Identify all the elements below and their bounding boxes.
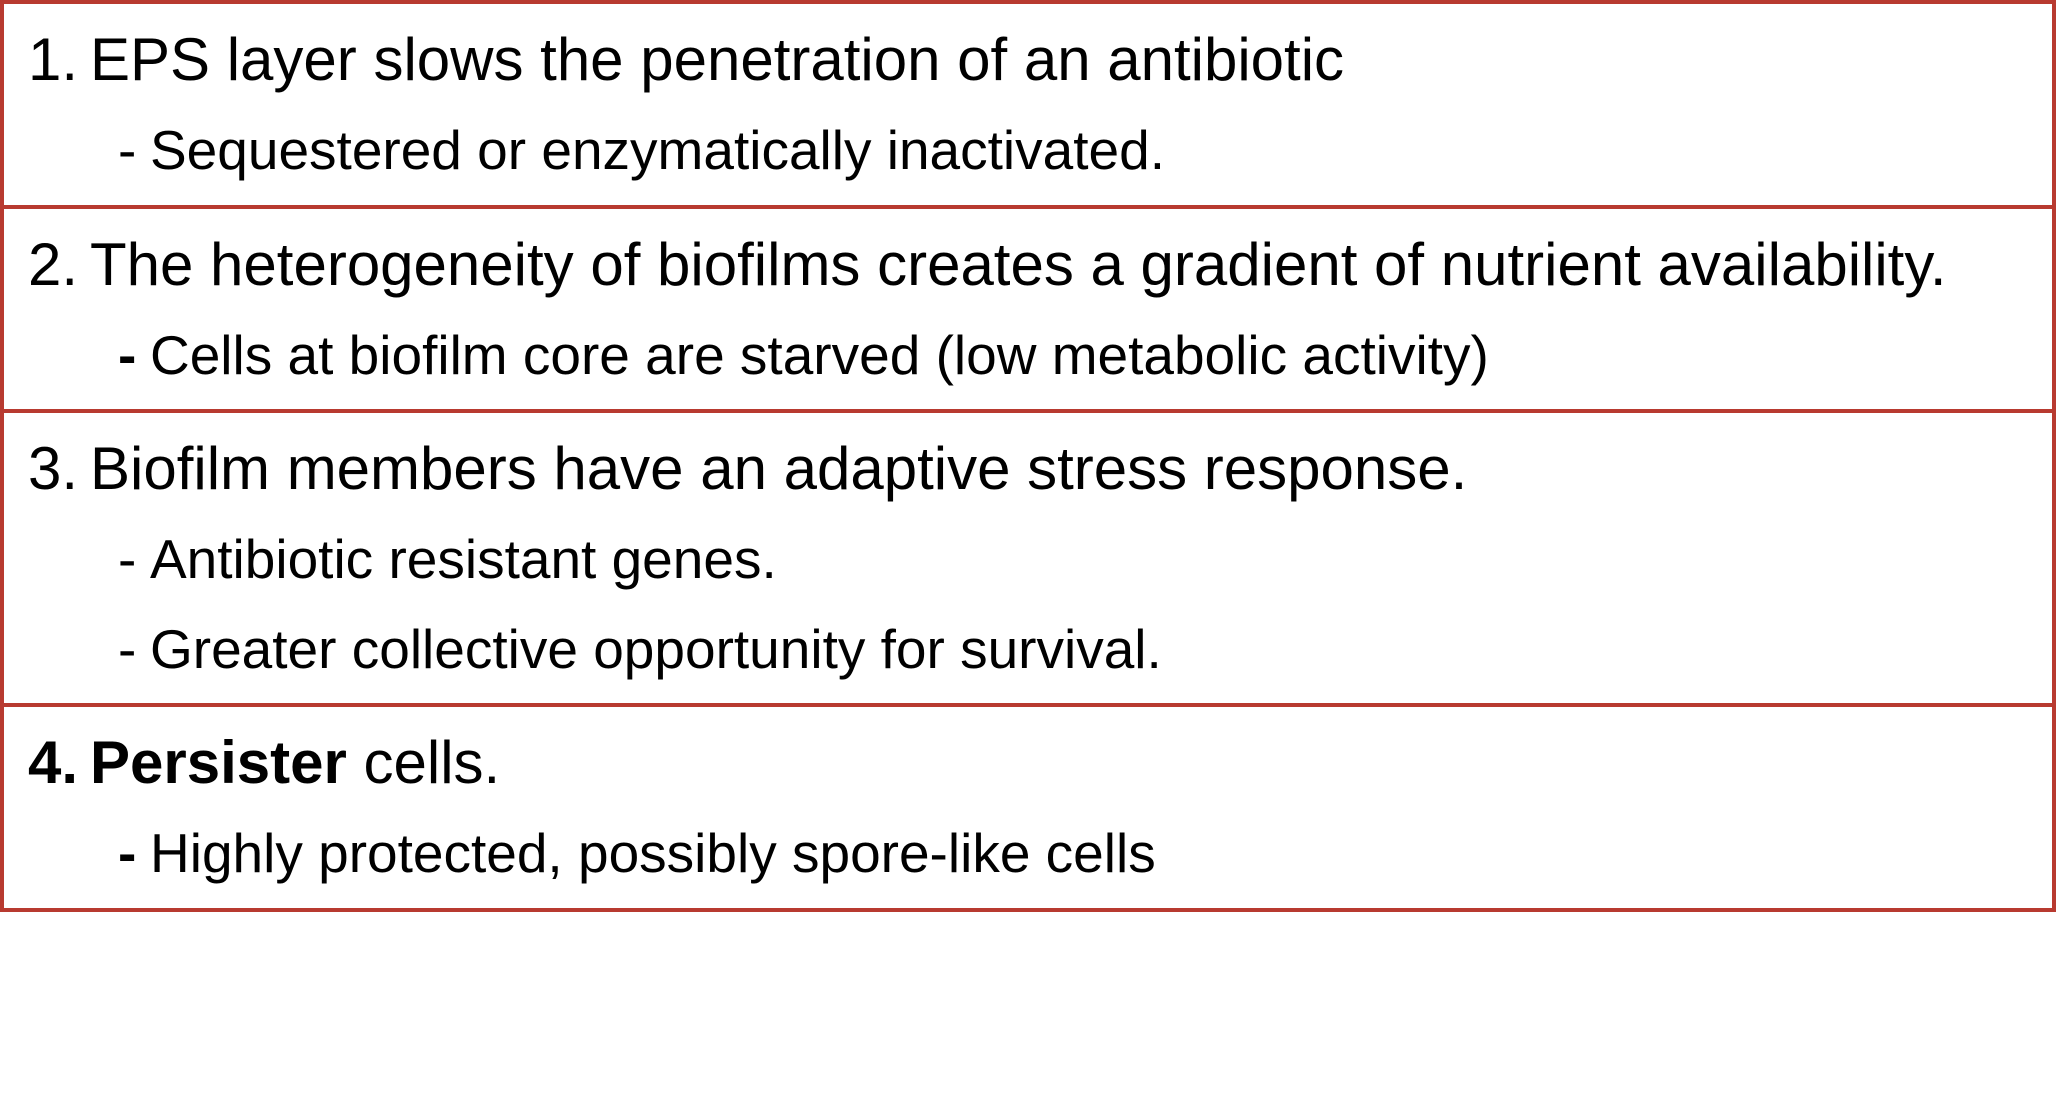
item-bold-prefix: Persister (90, 729, 347, 796)
sub-dash: - (118, 524, 150, 596)
item-number: 2. (28, 227, 90, 302)
item-text: The heterogeneity of biofilms creates a … (90, 227, 1947, 302)
item-main-line: 3. Biofilm members have an adaptive stre… (28, 431, 2028, 506)
sub-text: Antibiotic resistant genes. (150, 524, 777, 596)
sub-line: - Sequestered or enzymatically inactivat… (28, 115, 2028, 187)
sub-dash: - (118, 320, 150, 392)
item-rest: cells. (347, 729, 500, 796)
sub-line: - Cells at biofilm core are starved (low… (28, 320, 2028, 392)
item-text: Biofilm members have an adaptive stress … (90, 431, 1467, 506)
sub-text: Highly protected, possibly spore-like ce… (150, 818, 1156, 890)
sub-line: - Highly protected, possibly spore-like … (28, 818, 2028, 890)
item-box-1: 1. EPS layer slows the penetration of an… (0, 0, 2056, 209)
item-number: 3. (28, 431, 90, 506)
sub-text: Sequestered or enzymatically inactivated… (150, 115, 1165, 187)
item-number: 4. (28, 725, 90, 800)
item-main-line: 2. The heterogeneity of biofilms creates… (28, 227, 2028, 302)
item-box-2: 2. The heterogeneity of biofilms creates… (0, 209, 2056, 414)
item-main-line: 1. EPS layer slows the penetration of an… (28, 22, 2028, 97)
sub-text: Greater collective opportunity for survi… (150, 614, 1162, 686)
sub-line: - Greater collective opportunity for sur… (28, 614, 2028, 686)
sub-line: - Antibiotic resistant genes. (28, 524, 2028, 596)
sub-text: Cells at biofilm core are starved (low m… (150, 320, 1489, 392)
items-list: 1. EPS layer slows the penetration of an… (0, 0, 2056, 1114)
sub-dash: - (118, 115, 150, 187)
sub-dash: - (118, 614, 150, 686)
item-main-line: 4. Persister cells. (28, 725, 2028, 800)
sub-dash: - (118, 818, 150, 890)
item-box-4: 4. Persister cells. - Highly protected, … (0, 707, 2056, 912)
item-text: EPS layer slows the penetration of an an… (90, 22, 1344, 97)
item-text: Persister cells. (90, 725, 500, 800)
item-number: 1. (28, 22, 90, 97)
item-box-3: 3. Biofilm members have an adaptive stre… (0, 413, 2056, 707)
